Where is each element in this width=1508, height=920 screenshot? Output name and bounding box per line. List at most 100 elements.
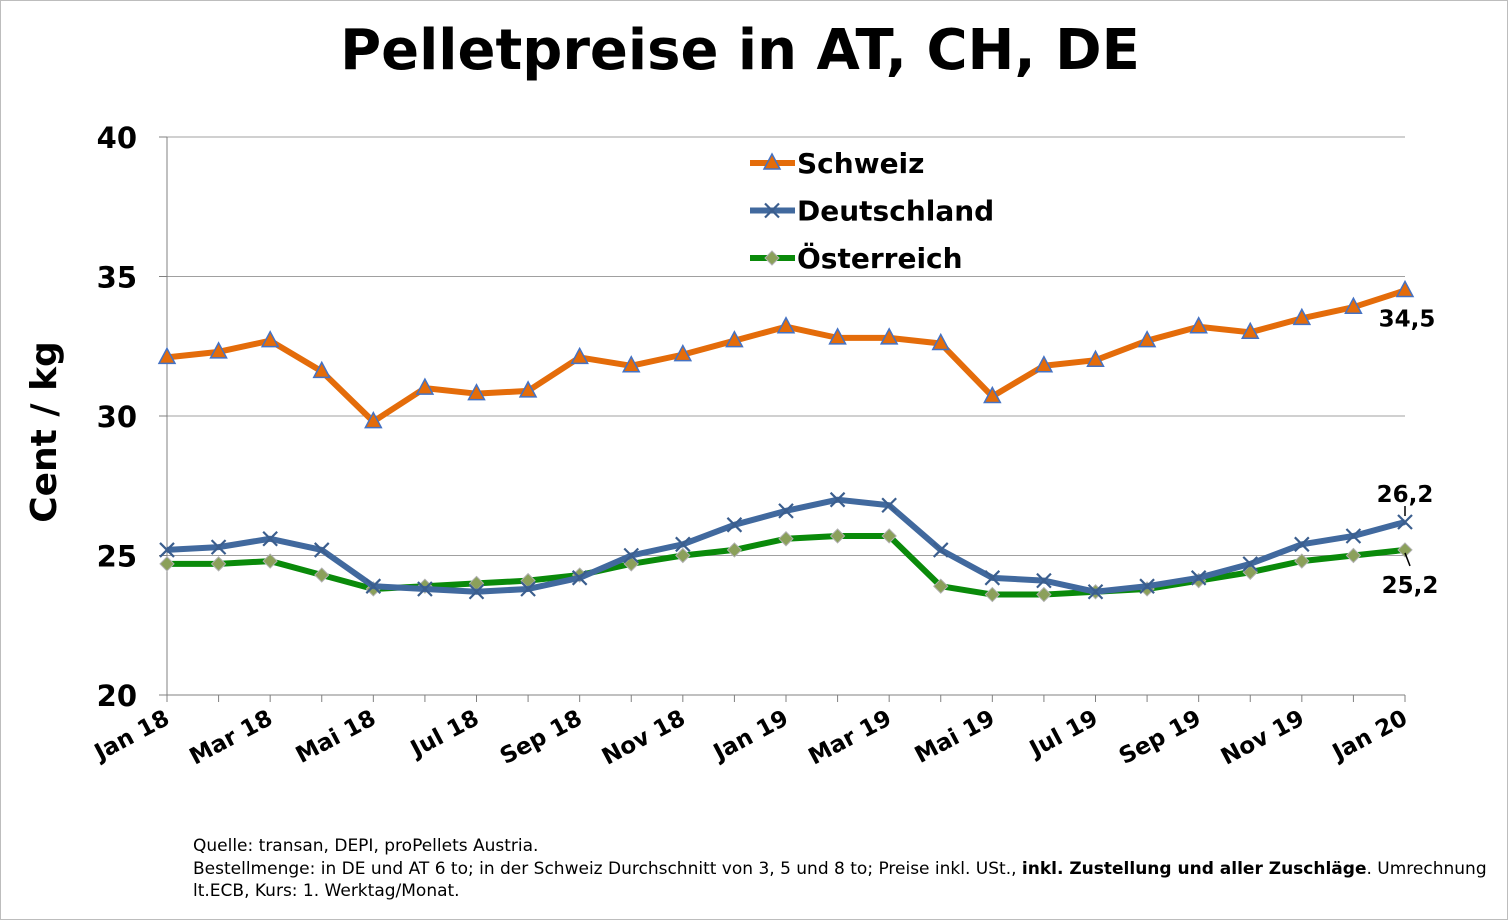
y-tick-label: 40 [97,121,137,155]
x-tick-label: Mai 19 [911,705,999,768]
footnote-text: Bestellmenge: in DE und AT 6 to; in der … [193,858,1022,879]
x-tick-label: Jan 18 [89,705,174,767]
data-point-schweiz [725,330,744,348]
x-tick-label: Jan 19 [708,705,793,767]
data-point-österreich [726,542,743,558]
data-point-deutschland [829,491,846,508]
data-point-deutschland [932,542,949,558]
data-point-österreich [933,578,949,594]
footnote-source: Quelle: transan, DEPI, proPellets Austri… [193,836,539,856]
chart-title: Pelletpreise in AT, CH, DE [340,18,1140,83]
data-point-österreich [1294,553,1310,569]
data-point-deutschland [1087,583,1104,600]
y-tick-label: 35 [97,261,137,295]
data-point-österreich [1036,586,1052,603]
footnote-text-end: . Umrechnung lt.ECB, Kurs: 1. Werktag/Mo… [193,858,1487,902]
data-point-schweiz [415,377,435,395]
data-point-schweiz [364,410,383,429]
data-point-deutschland [1139,578,1155,594]
data-label-oesterreich: 25,2 [1382,573,1439,599]
data-point-österreich [829,528,846,544]
x-tick-label: Nov 19 [1217,705,1309,770]
leader-line [1404,552,1411,567]
legend-marker [764,202,780,219]
data-point-schweiz [1395,279,1415,298]
data-point-schweiz [312,360,331,379]
data-point-österreich [881,528,897,544]
data-point-deutschland [1397,514,1413,530]
data-point-deutschland [1190,570,1207,586]
y-axis-title: Cent / kg [24,341,65,523]
data-point-deutschland [1294,536,1310,553]
data-label-deutschland: 26,2 [1377,482,1434,508]
data-point-schweiz [570,346,589,365]
data-point-österreich [778,531,794,547]
data-point-schweiz [1241,321,1260,340]
x-tick-label: Sep 19 [1115,705,1205,770]
data-point-deutschland [210,539,227,555]
legend-marker [764,250,780,266]
y-tick-label: 30 [97,400,137,434]
data-point-österreich [159,556,175,572]
data-point-deutschland [1242,556,1259,572]
data-point-deutschland [468,583,485,600]
legend-marker [762,152,782,170]
data-point-schweiz [1086,349,1105,367]
data-point-deutschland [520,581,536,597]
data-point-deutschland [1036,572,1052,589]
data-point-schweiz [1137,330,1157,348]
data-point-schweiz [622,355,641,373]
data-label-schweiz: 34,5 [1379,306,1436,332]
data-point-schweiz [828,327,847,345]
data-point-schweiz [518,380,538,398]
x-tick-label: Mai 18 [292,705,380,768]
series-line-schweiz [166,287,1406,425]
data-point-deutschland [984,570,1001,586]
legend-label: Deutschland [797,195,994,228]
data-point-österreich [1345,547,1362,564]
data-point-österreich [675,547,691,564]
x-tick-label: Mar 19 [805,705,896,770]
legend-label: Schweiz [797,147,924,180]
data-point-deutschland [1345,528,1362,544]
x-tick-label: Nov 18 [598,705,690,770]
data-point-schweiz [983,385,1002,404]
x-tick-label: Sep 18 [496,705,586,770]
data-point-deutschland [675,536,691,553]
data-point-schweiz [260,330,280,348]
data-point-österreich [210,556,227,572]
x-tick-label: Jan 20 [1327,705,1412,767]
data-point-schweiz [776,316,796,334]
x-tick-label: Mar 18 [186,705,277,770]
data-point-deutschland [623,547,640,564]
data-point-deutschland [365,578,382,594]
data-point-schweiz [1292,307,1312,326]
legend-label: Österreich [797,241,963,275]
data-point-schweiz [931,332,950,351]
data-point-österreich [1397,542,1413,558]
data-point-schweiz [673,344,693,362]
data-point-deutschland [417,581,433,597]
data-point-deutschland [159,542,175,558]
data-point-deutschland [778,503,794,519]
data-point-deutschland [881,497,897,514]
footnote-bold: inkl. Zustellung und aller Zuschläge [1021,858,1367,879]
data-point-schweiz [467,383,486,401]
x-tick-label: Jul 19 [1024,705,1102,763]
data-point-deutschland [313,542,330,558]
data-point-schweiz [1034,355,1054,373]
data-point-österreich [262,553,278,569]
data-point-schweiz [879,327,899,345]
footnote-details: Bestellmenge: in DE und AT 6 to; in der … [193,858,1508,903]
data-point-österreich [984,586,1001,603]
data-point-schweiz [1344,296,1363,314]
data-point-schweiz [1189,316,1208,334]
y-tick-label: 25 [97,540,137,574]
data-point-deutschland [262,530,278,547]
data-point-österreich [314,567,330,583]
x-tick-label: Jul 18 [405,705,483,763]
y-tick-label: 20 [97,679,137,713]
footnote: Quelle: transan, DEPI, proPellets Austri… [193,835,1508,903]
data-point-schweiz [209,341,228,359]
